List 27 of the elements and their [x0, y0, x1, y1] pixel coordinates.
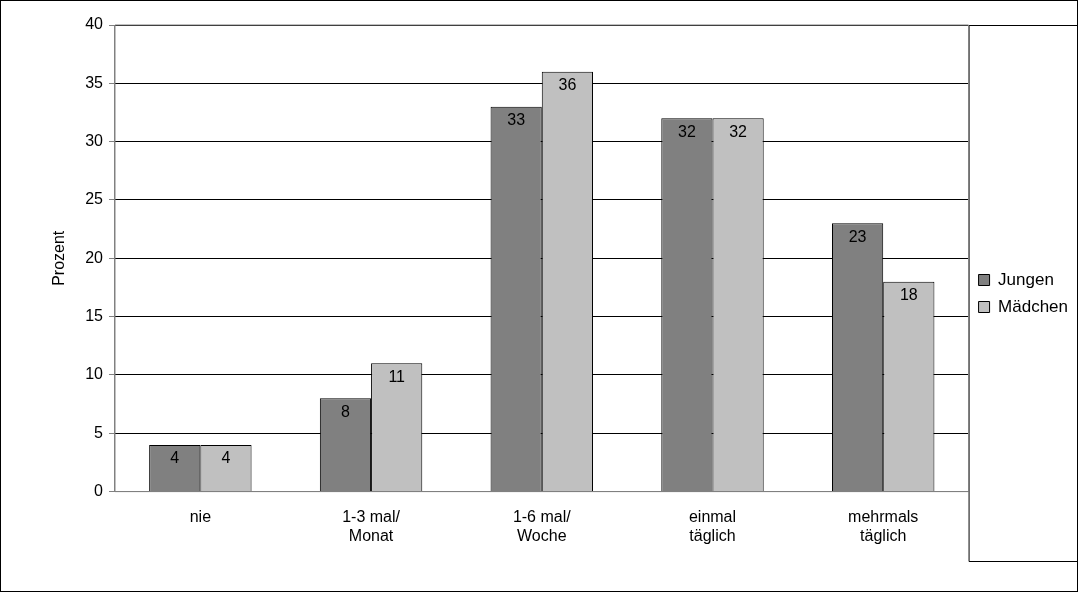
y-tick-label: 30: [85, 132, 104, 150]
x-tick-label: nie: [189, 507, 212, 525]
data-label: 32: [729, 122, 748, 140]
x-tick-label: einmal täglich: [688, 507, 737, 544]
y-tick-label: 5: [94, 423, 104, 441]
y-tick-label: 40: [85, 15, 104, 33]
y-tick-label: 20: [85, 248, 104, 266]
data-label: 8: [341, 402, 351, 420]
x-tick-label: 1-3 mal/ Monat: [342, 507, 401, 544]
y-tick-label: 15: [85, 307, 104, 325]
data-label: 33: [507, 111, 526, 129]
y-axis-title: Prozent: [50, 230, 68, 286]
data-label: 11: [388, 367, 406, 385]
data-label: 4: [221, 449, 231, 467]
data-label: 23: [848, 227, 867, 245]
legend-label: Jungen: [998, 269, 1054, 289]
y-tick-label: 25: [85, 190, 104, 208]
y-tick-label: 10: [85, 365, 104, 383]
data-label: 36: [558, 76, 577, 94]
y-tick-label: 35: [85, 73, 104, 91]
legend-label: Mädchen: [998, 296, 1068, 316]
x-tick-label: 1-6 mal/ Woche: [512, 507, 572, 544]
x-tick-label: mehrmals täglich: [848, 507, 919, 544]
y-tick-label: 0: [94, 482, 104, 500]
data-label: 4: [170, 449, 180, 467]
data-label: 18: [899, 286, 918, 304]
data-label: 32: [677, 122, 696, 140]
